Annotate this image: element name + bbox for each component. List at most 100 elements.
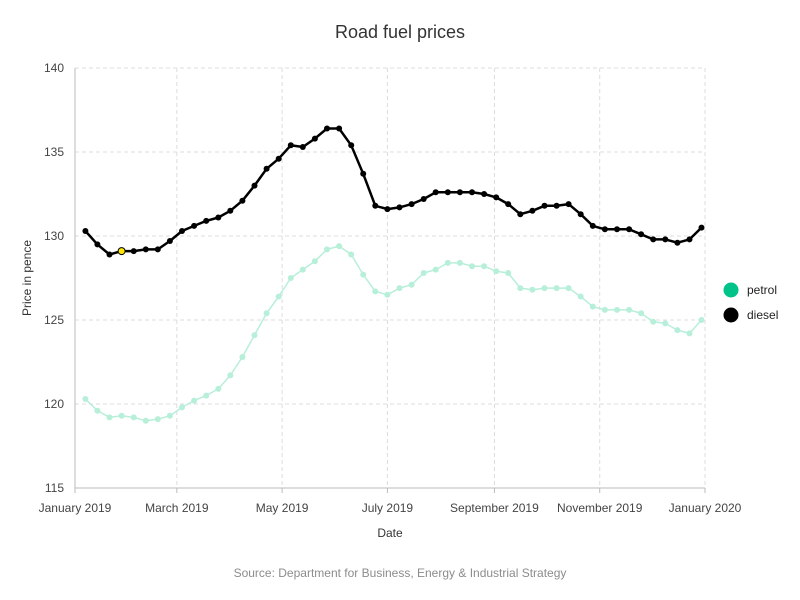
diesel-point[interactable] — [420, 196, 427, 202]
diesel-point[interactable] — [674, 239, 681, 246]
petrol-point[interactable] — [324, 246, 330, 253]
diesel-point[interactable] — [408, 201, 415, 208]
legend-label-diesel[interactable]: diesel — [747, 308, 778, 322]
diesel-point[interactable] — [154, 246, 161, 253]
diesel-point[interactable] — [698, 224, 705, 231]
petrol-point[interactable] — [686, 330, 693, 337]
diesel-point[interactable] — [239, 197, 246, 204]
petrol-point[interactable] — [227, 372, 234, 379]
diesel-point[interactable] — [299, 144, 306, 150]
petrol-point[interactable] — [360, 271, 367, 278]
diesel-point[interactable] — [517, 211, 524, 218]
diesel-point[interactable] — [287, 142, 294, 149]
petrol-point[interactable] — [142, 417, 149, 424]
petrol-point[interactable] — [505, 270, 512, 276]
diesel-point[interactable] — [638, 231, 645, 238]
petrol-point[interactable] — [179, 404, 185, 411]
diesel-point[interactable] — [117, 247, 126, 256]
diesel-point[interactable] — [589, 222, 596, 229]
petrol-point[interactable] — [444, 259, 451, 266]
petrol-point[interactable] — [493, 268, 500, 275]
petrol-point[interactable] — [638, 310, 645, 317]
diesel-point[interactable] — [227, 207, 234, 214]
petrol-point[interactable] — [626, 306, 633, 313]
petrol-point[interactable] — [203, 392, 210, 399]
petrol-point[interactable] — [166, 412, 173, 419]
petrol-point[interactable] — [215, 385, 222, 392]
diesel-point[interactable] — [384, 206, 391, 213]
legend-swatch-diesel[interactable] — [723, 307, 739, 323]
diesel-point[interactable] — [626, 226, 633, 233]
petrol-point[interactable] — [517, 285, 524, 292]
petrol-point[interactable] — [541, 285, 548, 292]
diesel-point[interactable] — [348, 142, 355, 149]
petrol-point[interactable] — [456, 259, 463, 266]
diesel-point[interactable] — [541, 202, 548, 209]
petrol-point[interactable] — [154, 416, 161, 423]
petrol-point[interactable] — [299, 266, 306, 273]
petrol-point[interactable] — [432, 266, 439, 273]
petrol-point[interactable] — [275, 293, 282, 300]
petrol-point[interactable] — [577, 293, 584, 300]
petrol-point[interactable] — [662, 320, 669, 327]
petrol-point[interactable] — [348, 251, 355, 258]
petrol-point[interactable] — [239, 354, 246, 360]
petrol-point[interactable] — [384, 291, 391, 298]
petrol-point[interactable] — [106, 414, 113, 421]
diesel-point[interactable] — [505, 201, 512, 208]
diesel-point[interactable] — [203, 217, 210, 224]
diesel-point[interactable] — [311, 135, 318, 142]
diesel-point[interactable] — [94, 241, 101, 248]
petrol-point[interactable] — [396, 285, 403, 292]
diesel-point[interactable] — [529, 207, 536, 214]
petrol-point[interactable] — [481, 263, 488, 270]
legend-label-petrol[interactable]: petrol — [747, 283, 777, 297]
petrol-point[interactable] — [191, 397, 198, 404]
petrol-point[interactable] — [287, 275, 294, 281]
diesel-point[interactable] — [130, 248, 137, 255]
petrol-point[interactable] — [469, 263, 475, 270]
diesel-point[interactable] — [493, 194, 500, 201]
petrol-point[interactable] — [650, 318, 657, 325]
diesel-point[interactable] — [444, 189, 451, 196]
petrol-point[interactable] — [130, 414, 137, 421]
diesel-point[interactable] — [686, 236, 693, 243]
petrol-point[interactable] — [408, 281, 415, 288]
diesel-point[interactable] — [324, 125, 330, 132]
petrol-point[interactable] — [82, 396, 89, 402]
diesel-point[interactable] — [251, 182, 258, 189]
diesel-point[interactable] — [106, 251, 113, 258]
petrol-point[interactable] — [118, 412, 125, 419]
legend-swatch-petrol[interactable] — [723, 282, 739, 298]
diesel-point[interactable] — [432, 189, 439, 196]
diesel-point[interactable] — [275, 155, 282, 162]
diesel-point[interactable] — [166, 238, 173, 244]
diesel-point[interactable] — [372, 202, 379, 209]
diesel-point[interactable] — [481, 191, 488, 197]
diesel-point[interactable] — [360, 170, 367, 177]
diesel-point[interactable] — [263, 165, 270, 172]
diesel-point[interactable] — [191, 222, 198, 229]
petrol-point[interactable] — [601, 306, 608, 313]
diesel-point[interactable] — [179, 228, 185, 234]
petrol-point[interactable] — [674, 327, 681, 334]
petrol-point[interactable] — [372, 288, 379, 295]
diesel-point[interactable] — [396, 204, 403, 211]
petrol-point[interactable] — [614, 306, 620, 313]
diesel-point[interactable] — [601, 226, 608, 233]
diesel-point[interactable] — [82, 228, 89, 234]
petrol-point[interactable] — [565, 285, 572, 292]
petrol-point[interactable] — [336, 243, 343, 250]
diesel-point[interactable] — [577, 211, 584, 218]
diesel-point[interactable] — [565, 201, 572, 208]
diesel-point[interactable] — [662, 236, 669, 243]
petrol-point[interactable] — [553, 285, 560, 292]
diesel-point[interactable] — [469, 189, 475, 196]
petrol-point[interactable] — [698, 317, 705, 323]
diesel-point[interactable] — [650, 236, 657, 243]
diesel-point[interactable] — [215, 214, 222, 221]
diesel-point[interactable] — [336, 125, 343, 132]
petrol-point[interactable] — [420, 270, 427, 276]
diesel-point[interactable] — [553, 202, 560, 209]
diesel-point[interactable] — [614, 226, 620, 233]
